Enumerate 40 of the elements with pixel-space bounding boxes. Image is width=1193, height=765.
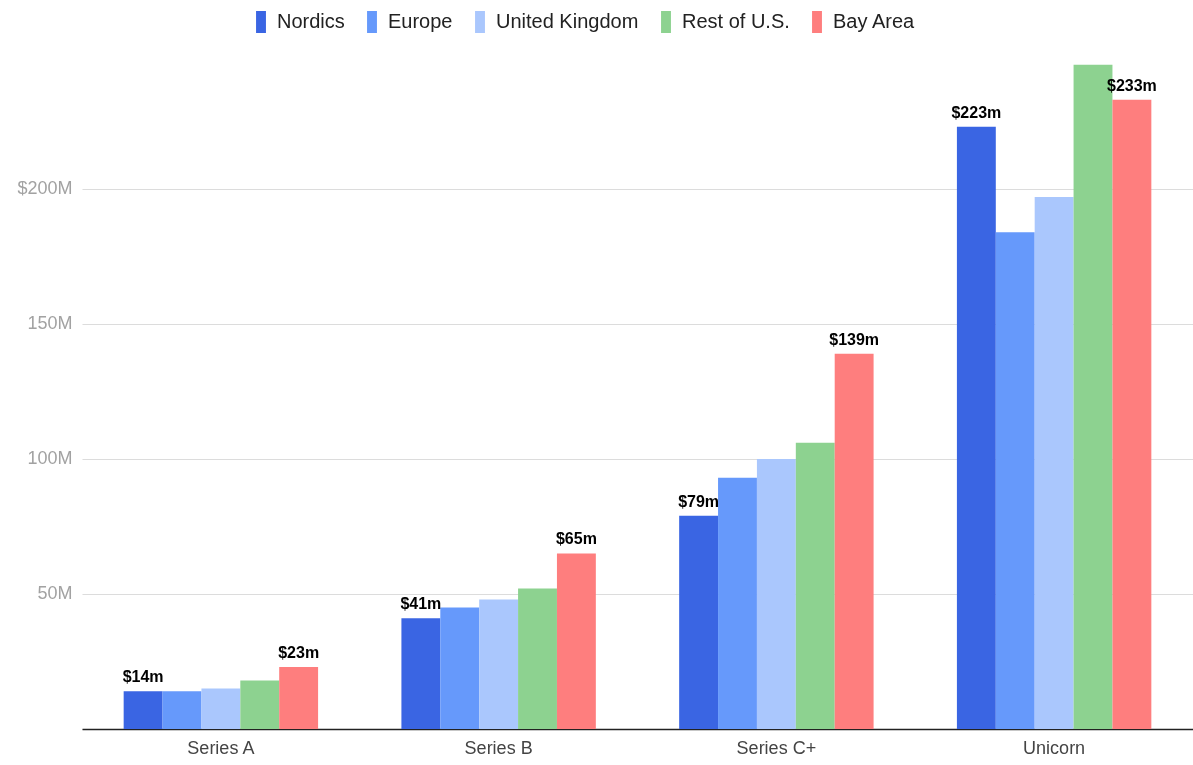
bar — [518, 588, 557, 729]
bar — [1112, 99, 1152, 729]
bar — [795, 442, 835, 729]
legend-label: Europe — [388, 10, 453, 32]
legend-label: United Kingdom — [496, 10, 639, 32]
bar — [201, 688, 241, 729]
bar — [1034, 197, 1074, 729]
bar — [834, 353, 874, 729]
y-tick-label: 100M — [27, 448, 73, 469]
data-label: $233m — [1106, 76, 1157, 94]
data-label: $79m — [678, 492, 720, 510]
bar — [995, 232, 1035, 729]
bar — [440, 607, 480, 729]
bar — [123, 691, 163, 729]
y-tick-label: 50M — [37, 583, 73, 604]
data-label: $14m — [122, 668, 164, 686]
data-label: $139m — [829, 330, 880, 348]
x-tick-label: Series A — [187, 737, 255, 758]
data-label: $65m — [555, 530, 597, 548]
y-tick-label: 150M — [27, 313, 73, 334]
bar — [679, 515, 719, 729]
data-label: $23m — [278, 643, 320, 661]
y-tick-label: $200M — [17, 178, 73, 199]
bar — [401, 618, 441, 729]
bar — [279, 666, 319, 729]
bar — [956, 126, 996, 729]
bar — [718, 477, 757, 729]
x-tick-label: Series B — [464, 737, 533, 758]
data-label: $41m — [400, 595, 442, 613]
legend-label: Nordics — [277, 10, 345, 32]
x-tick-label: Series C+ — [736, 737, 817, 758]
bar — [240, 680, 280, 729]
bar — [479, 599, 519, 729]
bar — [556, 553, 596, 729]
data-label: $223m — [951, 103, 1002, 121]
bar — [162, 691, 202, 729]
legend-label: Rest of U.S. — [682, 10, 790, 32]
legend-label: Bay Area — [833, 10, 916, 32]
bar — [756, 458, 796, 729]
x-tick-label: Unicorn — [1023, 737, 1086, 758]
